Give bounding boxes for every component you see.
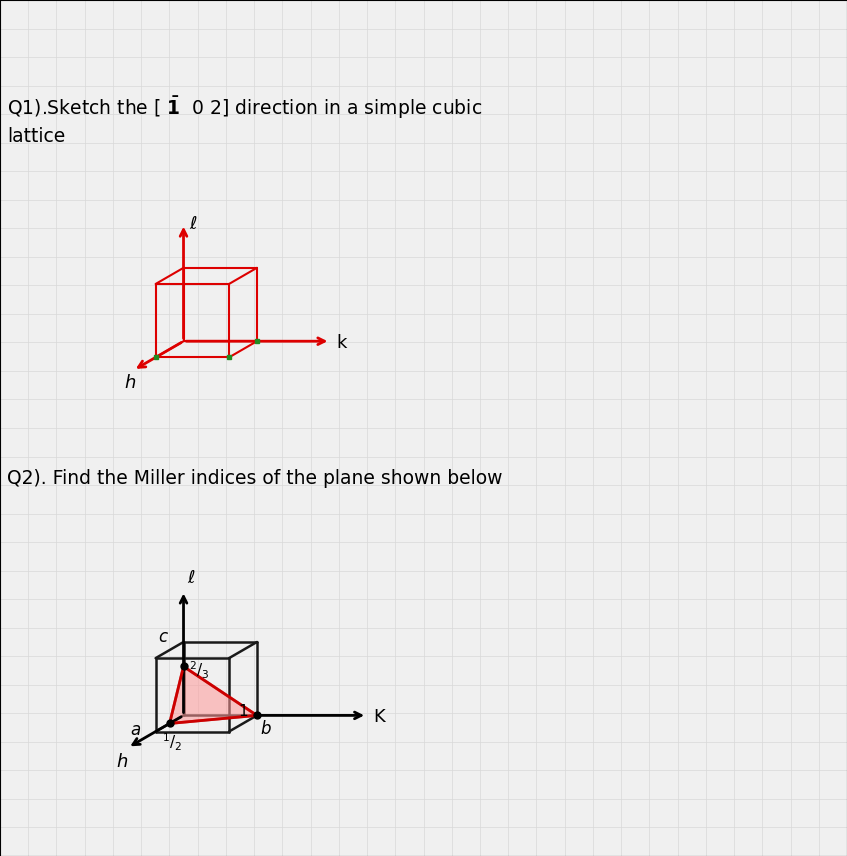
- Text: h: h: [117, 753, 128, 771]
- Text: c: c: [158, 628, 167, 646]
- Text: $^{2}/_{3}$: $^{2}/_{3}$: [189, 659, 209, 681]
- Text: ℓ: ℓ: [187, 569, 195, 587]
- Text: Q2). Find the Miller indices of the plane shown below: Q2). Find the Miller indices of the plan…: [8, 469, 503, 489]
- Text: K: K: [373, 708, 385, 726]
- Text: $^{1}/_{2}$: $^{1}/_{2}$: [163, 731, 183, 752]
- Text: 1: 1: [239, 704, 248, 719]
- Text: b: b: [261, 720, 271, 738]
- Text: h: h: [125, 374, 136, 393]
- Text: ℓ: ℓ: [190, 215, 197, 233]
- Text: k: k: [336, 334, 346, 352]
- Polygon shape: [169, 667, 257, 723]
- Text: a: a: [130, 722, 141, 740]
- Text: Q1).Sketch the [ $\mathbf{\bar{1}}$  0 2] direction in a simple cubic: Q1).Sketch the [ $\mathbf{\bar{1}}$ 0 2]…: [8, 95, 483, 122]
- Text: lattice: lattice: [8, 127, 65, 146]
